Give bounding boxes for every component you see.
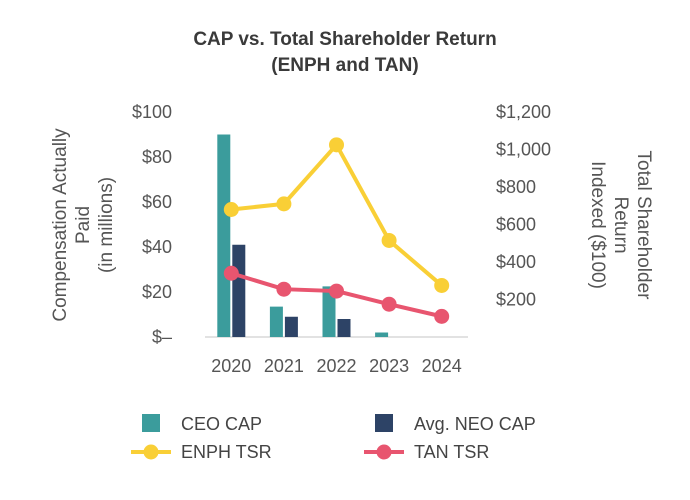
right-axis-ticks: $200 $400 $600 $800 $1,000 $1,200 xyxy=(496,102,551,310)
left-tick-label: $60 xyxy=(142,192,172,212)
tan-tsr-point xyxy=(276,281,292,297)
right-tick-label: $1,200 xyxy=(496,102,551,122)
x-tick-label: 2021 xyxy=(264,356,304,376)
left-tick-label: $40 xyxy=(142,237,172,257)
chart-title-line2: (ENPH and TAN) xyxy=(271,55,418,76)
x-tick-label: 2020 xyxy=(211,356,251,376)
x-tick-label: 2024 xyxy=(422,356,462,376)
line-series xyxy=(223,137,450,324)
left-tick-label: $20 xyxy=(142,282,172,302)
bar-series xyxy=(217,134,389,337)
legend-label-tan-tsr: TAN TSR xyxy=(414,442,489,462)
right-axis-title-line1: Total Shareholder xyxy=(633,151,654,301)
legend-swatch-ceo-cap xyxy=(142,414,160,432)
right-axis-title: Total Shareholder Return Indexed ($100) xyxy=(587,151,654,301)
legend-label-neo-cap: Avg. NEO CAP xyxy=(414,414,536,434)
legend-marker-tan-tsr xyxy=(376,444,392,460)
tan-tsr-point xyxy=(329,283,344,299)
legend: CEO CAP Avg. NEO CAP ENPH TSR TAN TSR xyxy=(131,414,536,462)
legend-marker-enph-tsr xyxy=(143,444,159,460)
right-tick-label: $1,000 xyxy=(496,140,551,160)
left-axis-title: Compensation Actually Paid (in millions) xyxy=(50,128,117,322)
right-tick-label: $600 xyxy=(496,215,536,235)
legend-label-enph-tsr: ENPH TSR xyxy=(181,442,272,462)
left-axis-title-line2: Paid xyxy=(73,206,94,244)
enph-tsr-point xyxy=(223,202,239,217)
left-axis-ticks: $– $20 $40 $60 $80 $100 xyxy=(132,102,172,347)
tan-tsr-point xyxy=(223,265,239,281)
right-tick-label: $400 xyxy=(496,252,536,272)
right-axis-title-line3: Indexed ($100) xyxy=(587,161,608,289)
left-tick-label: $100 xyxy=(132,102,172,122)
right-tick-label: $200 xyxy=(496,290,536,310)
right-axis-title-line2: Return xyxy=(610,196,631,253)
x-tick-label: 2022 xyxy=(316,356,356,376)
legend-label-ceo-cap: CEO CAP xyxy=(181,414,262,434)
left-tick-label: $– xyxy=(152,327,172,347)
ceo-cap-bar xyxy=(217,134,231,337)
neo-cap-bar xyxy=(284,316,298,337)
x-axis-ticks: 2020 2021 2022 2023 2024 xyxy=(211,356,461,376)
ceo-cap-bar xyxy=(322,286,336,337)
legend-swatch-neo-cap xyxy=(375,414,393,432)
ceo-cap-bar xyxy=(375,332,389,337)
ceo-cap-bar xyxy=(269,306,283,337)
enph-tsr-point xyxy=(329,137,344,153)
left-axis-title-line1: Compensation Actually xyxy=(50,128,71,322)
tan-tsr-point xyxy=(434,308,450,324)
right-tick-label: $800 xyxy=(496,177,536,197)
neo-cap-bar xyxy=(232,244,246,337)
left-tick-label: $80 xyxy=(142,147,172,167)
left-axis-title-line3: (in millions) xyxy=(96,177,117,273)
enph-tsr-line xyxy=(229,142,444,288)
enph-tsr-point xyxy=(434,277,450,293)
enph-tsr-point xyxy=(381,232,397,248)
chart-title-line1: CAP vs. Total Shareholder Return xyxy=(193,29,496,50)
enph-tsr-point xyxy=(276,196,292,212)
tan-tsr-point xyxy=(381,296,397,312)
x-tick-label: 2023 xyxy=(369,356,409,376)
neo-cap-bar xyxy=(337,319,351,337)
